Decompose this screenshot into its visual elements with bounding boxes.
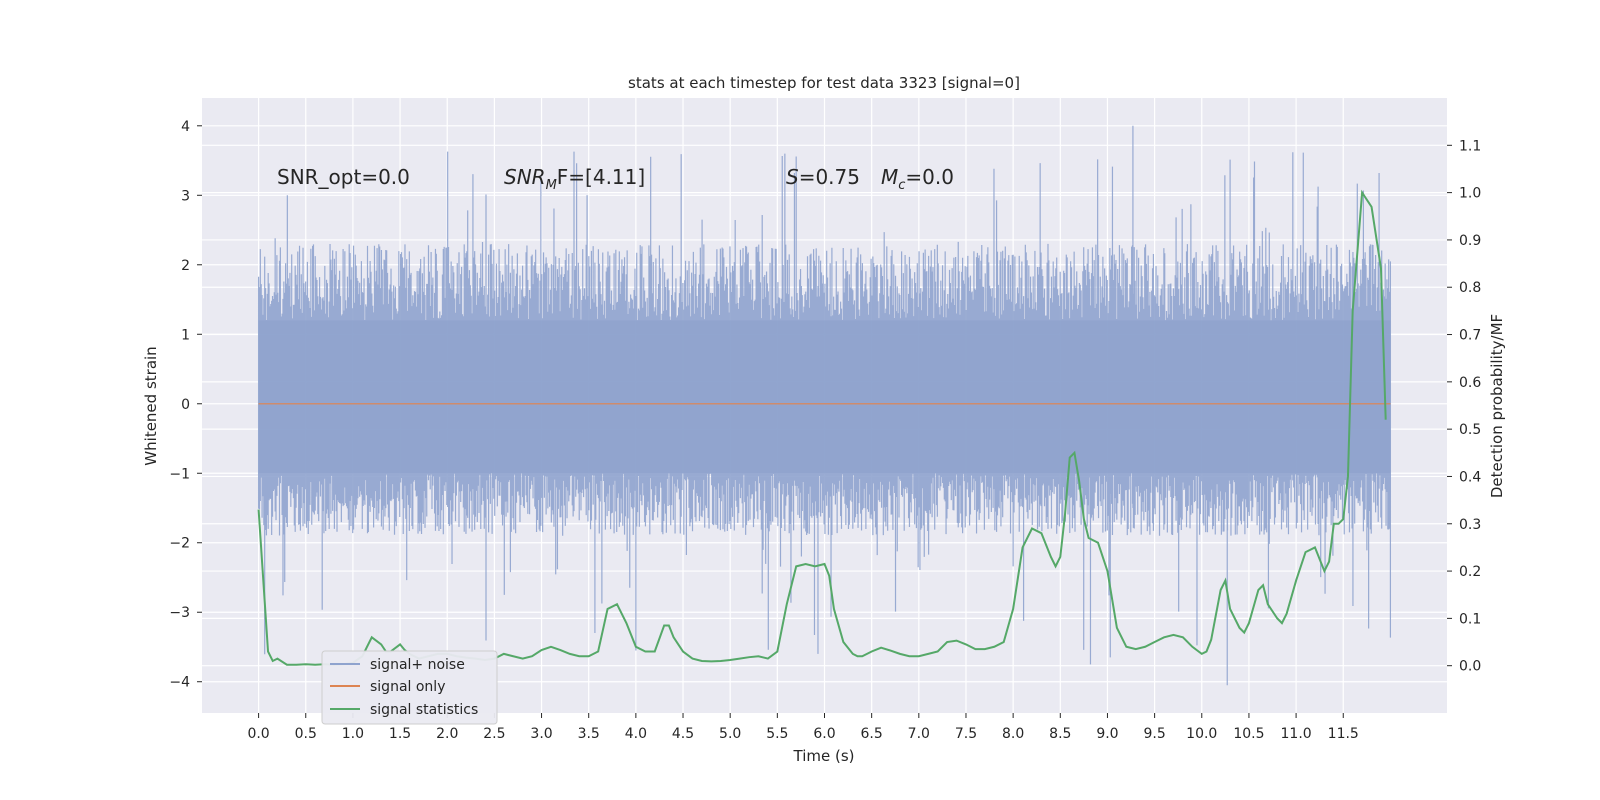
x-tick-label: 6.5 — [861, 726, 883, 742]
x-tick-label: 1.5 — [389, 726, 411, 742]
y-right-tick-label: 0.2 — [1459, 564, 1481, 580]
y-right-tick-label: 0.3 — [1459, 517, 1481, 533]
y-tick-label: 0 — [181, 397, 190, 413]
annotation-s: S=0.75 — [786, 165, 860, 189]
x-tick-label: 1.0 — [342, 726, 364, 742]
x-tick-label: 0.5 — [295, 726, 317, 742]
y-right-tick-label: 0.7 — [1459, 328, 1481, 344]
y-tick-label: −1 — [169, 466, 190, 482]
y-tick-label: 4 — [181, 119, 190, 135]
signal-noise-core — [258, 320, 1391, 474]
y-right-tick-label: 0.9 — [1459, 233, 1481, 249]
x-tick-label: 11.0 — [1281, 726, 1312, 742]
y-tick-label: 1 — [181, 327, 190, 343]
annotation-snr-mf-rest: F=[4.11] — [557, 165, 645, 189]
legend-box — [321, 650, 498, 725]
x-tick-label: 2.5 — [483, 726, 505, 742]
annotation-snr-mf-sub: M — [546, 178, 557, 193]
y-tick-label: −3 — [169, 605, 190, 621]
y-axis-label: Whitened strain — [142, 346, 160, 465]
x-tick-label: 11.5 — [1328, 726, 1359, 742]
legend: signal+ noise signal only signal statist… — [321, 650, 498, 725]
y-right-tick-label: 0.4 — [1459, 469, 1481, 485]
x-tick-label: 3.0 — [530, 726, 552, 742]
x-tick-label: 0.0 — [247, 726, 269, 742]
tick-labels: 0.0 0.5 1.0 1.5 2.0 2.5 3.0 3.5 4.0 4.5 5.0 5.5 6.0 6… — [169, 119, 1481, 742]
x-tick-label: 10.0 — [1186, 726, 1217, 742]
x-tick-label: 4.5 — [672, 726, 694, 742]
annotation-mc: Mc=0.0 — [881, 165, 954, 193]
y-right-tick-label: 1.1 — [1459, 138, 1481, 154]
y-right-tick-label: 1.0 — [1459, 186, 1481, 202]
x-tick-label: 9.0 — [1096, 726, 1118, 742]
y-right-tick-label: 0.1 — [1459, 611, 1481, 627]
x-tick-label: 5.0 — [719, 726, 741, 742]
annotation-mc-main: M — [881, 165, 898, 189]
legend-label-signal-statistics: signal statistics — [370, 702, 478, 718]
y-tick-label: 2 — [181, 258, 190, 274]
annotation-s-main: S — [786, 165, 799, 189]
y-tick-label: −4 — [169, 675, 190, 691]
annotation-snr-mf: SNRMF=[4.11] — [504, 165, 645, 193]
x-tick-label: 2.0 — [436, 726, 458, 742]
chart-title: stats at each timestep for test data 332… — [628, 74, 1020, 92]
x-tick-label: 7.5 — [955, 726, 977, 742]
annotation-snr-opt: SNR_opt=0.0 — [277, 165, 410, 189]
x-tick-label: 9.5 — [1143, 726, 1165, 742]
x-tick-label: 8.5 — [1049, 726, 1071, 742]
x-tick-label: 8.0 — [1002, 726, 1024, 742]
y-right-tick-label: 0.6 — [1459, 375, 1481, 391]
x-tick-label: 10.5 — [1233, 726, 1264, 742]
signal-noise-series — [257, 125, 1392, 686]
y-right-tick-label: 0.8 — [1459, 280, 1481, 296]
annotation-s-rest: =0.75 — [799, 165, 860, 189]
y-tick-label: 3 — [181, 188, 190, 204]
y-tick-label: −2 — [169, 536, 190, 552]
x-tick-label: 7.0 — [908, 726, 930, 742]
y-right-tick-label: 0.5 — [1459, 422, 1481, 438]
legend-label-signal-noise: signal+ noise — [370, 657, 465, 673]
x-tick-label: 5.5 — [766, 726, 788, 742]
y-right-axis-label: Detection probability/MF — [1488, 314, 1506, 498]
legend-label-signal-only: signal only — [370, 679, 445, 695]
annotation-snr-mf-main: SNR — [504, 165, 546, 189]
annotation-mc-rest: =0.0 — [905, 165, 954, 189]
x-tick-label: 6.0 — [813, 726, 835, 742]
x-tick-label: 3.5 — [578, 726, 600, 742]
annotation-mc-sub: c — [898, 178, 905, 193]
x-tick-label: 4.0 — [625, 726, 647, 742]
y-right-tick-label: 0.0 — [1459, 659, 1481, 675]
x-axis-label: Time (s) — [793, 747, 855, 765]
